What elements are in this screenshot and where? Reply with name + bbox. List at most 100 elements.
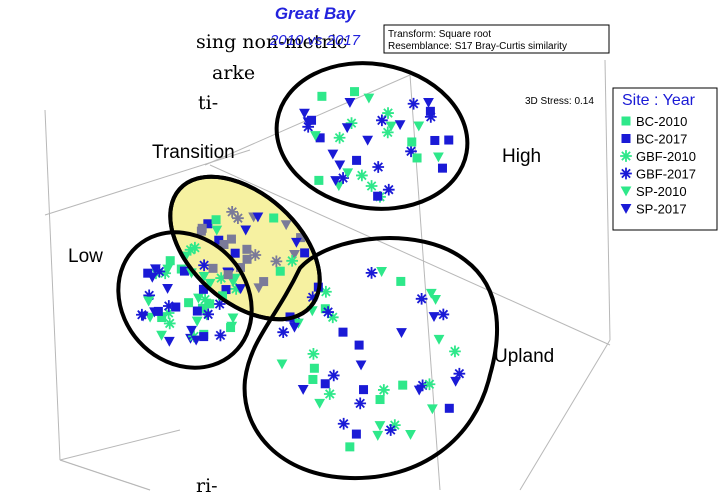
marker xyxy=(252,212,264,223)
marker xyxy=(352,155,362,165)
marker xyxy=(204,278,216,289)
region-upland xyxy=(242,236,500,481)
marker xyxy=(163,336,175,347)
marker xyxy=(217,291,227,301)
marker xyxy=(308,374,318,384)
marker xyxy=(240,225,252,236)
marker xyxy=(423,378,436,391)
marker xyxy=(356,169,368,182)
note: Transform: Square root xyxy=(388,29,491,40)
marker xyxy=(211,215,221,225)
marker xyxy=(426,404,438,415)
marker xyxy=(351,429,361,439)
marker xyxy=(143,289,156,302)
marker xyxy=(342,168,354,179)
stress: 3D Stress: 0.14 xyxy=(525,96,594,107)
legend-label: GBF-2017 xyxy=(636,167,696,182)
marker xyxy=(620,204,632,214)
marker xyxy=(337,417,350,430)
axes xyxy=(44,59,611,491)
title: Great Bay xyxy=(275,4,357,23)
marker xyxy=(373,191,383,201)
marker xyxy=(163,317,176,330)
clipped-text: ri- xyxy=(196,475,218,495)
marker xyxy=(227,313,239,324)
marker xyxy=(423,97,434,108)
marker xyxy=(375,395,385,405)
marker xyxy=(227,277,239,288)
marker xyxy=(444,403,454,413)
marker xyxy=(320,285,332,298)
marker xyxy=(415,292,428,305)
marker xyxy=(374,421,386,432)
legend-label: SP-2017 xyxy=(636,202,687,217)
marker xyxy=(235,284,247,295)
marker xyxy=(388,419,401,431)
marker xyxy=(322,306,334,318)
marker xyxy=(192,306,202,316)
clipped-text: ti- xyxy=(198,92,218,114)
marker xyxy=(219,240,229,250)
marker xyxy=(317,91,327,101)
marker xyxy=(226,206,238,218)
marker xyxy=(150,264,161,275)
marker xyxy=(345,442,355,452)
marker xyxy=(344,97,356,108)
marker xyxy=(269,213,279,223)
marker xyxy=(338,327,348,337)
marker xyxy=(275,266,285,276)
marker xyxy=(398,380,408,390)
marker xyxy=(223,270,233,280)
note-box xyxy=(383,24,610,54)
marker xyxy=(394,120,406,131)
marker xyxy=(291,237,302,248)
marker xyxy=(162,307,175,319)
marker xyxy=(620,167,632,180)
marker xyxy=(162,300,175,312)
marker xyxy=(197,223,207,233)
marker xyxy=(230,283,242,295)
legend-label: SP-2010 xyxy=(636,184,687,199)
marker xyxy=(226,321,238,332)
marker xyxy=(382,107,394,119)
marker xyxy=(297,384,309,395)
marker xyxy=(157,313,167,323)
legend-label: GBF-2010 xyxy=(636,149,696,164)
marker xyxy=(382,183,395,196)
marker xyxy=(203,219,213,229)
marker xyxy=(249,249,262,261)
marker xyxy=(307,347,320,360)
marker xyxy=(437,308,450,321)
marker xyxy=(326,311,339,324)
marker xyxy=(362,135,374,146)
marker xyxy=(407,97,420,110)
marker xyxy=(444,135,454,145)
marker xyxy=(136,308,148,321)
marker xyxy=(425,106,435,116)
marker xyxy=(280,220,292,231)
marker xyxy=(259,277,269,287)
marker xyxy=(372,161,385,173)
marker xyxy=(197,303,207,313)
marker xyxy=(372,430,384,441)
marker xyxy=(300,248,310,258)
marker xyxy=(189,241,201,254)
marker xyxy=(162,264,174,275)
marker xyxy=(190,335,202,346)
marker xyxy=(620,186,632,197)
marker xyxy=(384,424,397,436)
marker xyxy=(143,268,153,278)
marker xyxy=(314,175,324,185)
marker xyxy=(289,322,300,333)
marker xyxy=(205,299,215,309)
marker xyxy=(413,121,425,132)
marker xyxy=(433,152,444,163)
marker xyxy=(211,225,223,236)
marker xyxy=(376,267,388,277)
marker xyxy=(198,284,208,294)
marker xyxy=(199,332,209,342)
marker xyxy=(416,379,429,392)
marker xyxy=(214,329,227,342)
marker xyxy=(314,398,326,409)
marker xyxy=(355,360,367,371)
